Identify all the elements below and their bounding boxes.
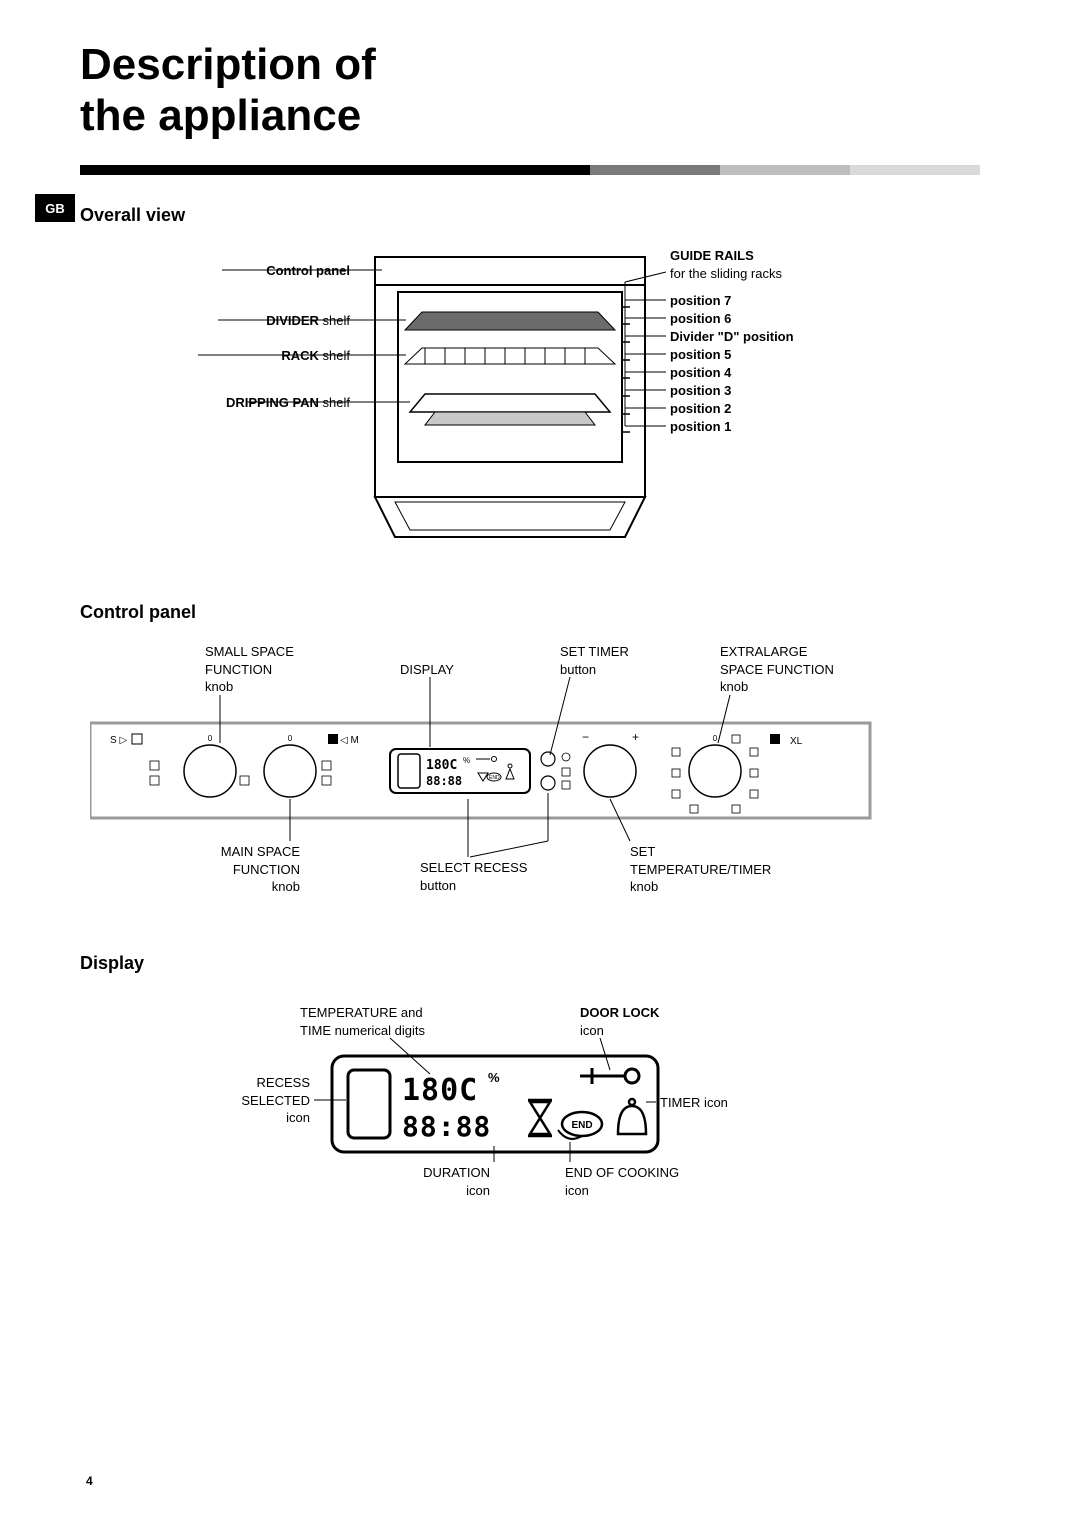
label-select-recess: SELECT RECESS button [420,859,527,894]
label-timer-icon: TIMER icon [660,1094,728,1112]
language-tab: GB [35,194,75,222]
control-panel-heading: Control panel [80,602,1000,623]
end-of-cooking-icon: END [558,1112,602,1139]
zero-mark-3: 0 [713,734,718,743]
title-line2: the appliance [80,91,361,140]
overall-heading: Overall view [80,205,1000,226]
label-pos2: position 2 [670,400,731,418]
section-display: Display TEMPERATURE and TIME numerical d… [80,953,1000,1244]
s-marker: S ▷ [110,735,127,746]
label-small-space-knob: SMALL SPACE FUNCTION knob [205,643,294,696]
overall-diagram: Control panel DIVIDER shelf RACK shelf D… [90,242,990,552]
stripe-seg-3 [720,165,850,175]
label-divider-shelf: DIVIDER shelf [90,312,350,330]
mini-display-temp: 180C [426,758,457,773]
display-diagram: TEMPERATURE and TIME numerical digits DO… [90,1004,990,1244]
duration-icon [528,1100,552,1136]
display-illustration: 180C % 88:88 E [330,1054,660,1154]
label-display: DISPLAY [400,661,454,679]
label-recess-selected: RECESS SELECTED icon [220,1074,310,1127]
label-pos3: position 3 [670,382,731,400]
label-guide-rails: GUIDE RAILS for the sliding racks [670,247,782,282]
page-title: Description of the appliance [80,40,1000,141]
label-xl-knob: EXTRALARGE SPACE FUNCTION knob [720,643,834,696]
mini-display-time: 88:88 [426,774,462,788]
language-tab-text: GB [45,201,65,216]
label-control-panel: Control panel [90,262,350,280]
m-marker: ◁ M [340,735,359,746]
label-divider-d: Divider "D" position [670,328,794,346]
stripe-seg-4 [850,165,980,175]
control-panel-diagram: SMALL SPACE FUNCTION knob DISPLAY SET TI… [90,643,990,903]
timer-icon [618,1099,646,1134]
title-line1: Description of [80,40,376,89]
stripe-seg-2 [590,165,720,175]
page-number: 4 [86,1474,93,1488]
label-pos6: position 6 [670,310,731,328]
stripe-seg-1 [80,165,590,175]
label-set-temp-knob: SET TEMPERATURE/TIMER knob [630,843,771,896]
control-panel-illustration: 0 0 0 [90,713,990,833]
label-end-icon: END OF COOKING icon [565,1164,679,1199]
display-temp-text: 180C [402,1073,478,1108]
label-dripping-pan: DRIPPING PAN shelf [90,394,350,412]
label-main-space-knob: MAIN SPACE FUNCTION knob [190,843,300,896]
label-pos7: position 7 [670,292,731,310]
zero-mark-2: 0 [288,734,293,743]
plus-mark: + [632,730,639,744]
header-stripe [80,165,1000,175]
label-pos5: position 5 [670,346,731,364]
section-overall-view: Overall view [80,205,1000,552]
label-duration-icon: DURATION icon [400,1164,490,1199]
label-pos4: position 4 [670,364,731,382]
label-pos1: position 1 [670,418,731,436]
label-temp-time-digits: TEMPERATURE and TIME numerical digits [300,1004,425,1039]
mini-pct: % [463,756,470,765]
display-pct: % [488,1070,500,1085]
label-door-lock: DOOR LOCK icon [580,1004,659,1039]
oven-illustration [370,252,650,542]
svg-text:END: END [489,775,500,781]
display-time-text: 88:88 [402,1110,491,1143]
label-set-timer: SET TIMER button [560,643,629,678]
label-rack-shelf: RACK shelf [90,347,350,365]
minus-mark: − [582,730,589,744]
display-heading: Display [80,953,1000,974]
zero-mark-1: 0 [208,734,213,743]
xl-marker: XL [790,736,803,747]
door-lock-icon [580,1068,639,1084]
section-control-panel: Control panel SMALL SPACE FUNCTION knob … [80,602,1000,903]
svg-text:END: END [571,1120,592,1131]
